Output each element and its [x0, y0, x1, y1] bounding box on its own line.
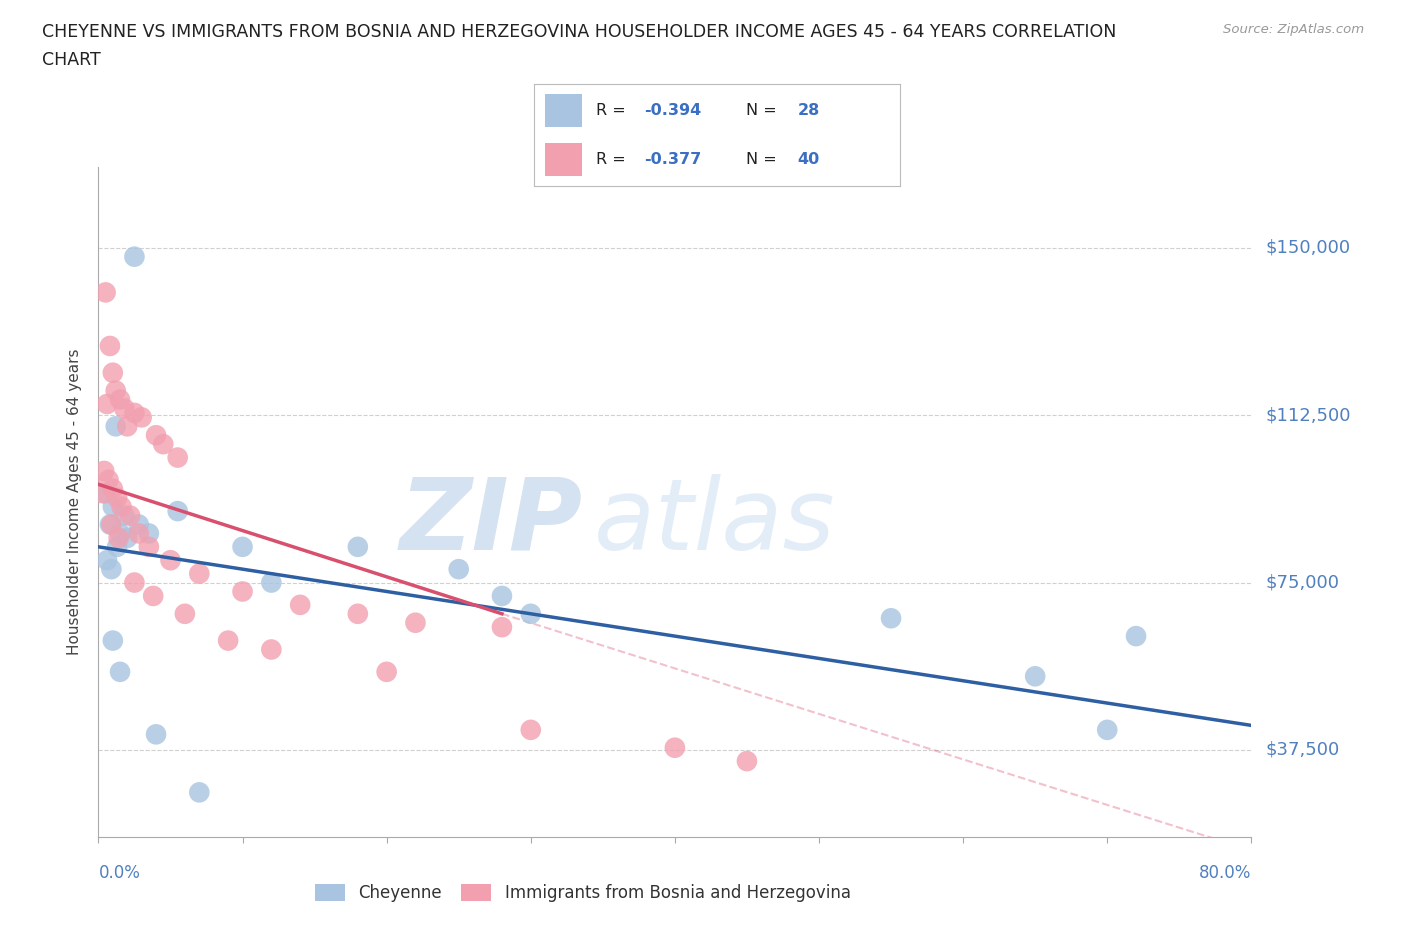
Point — [100, 562, 122, 577]
Point — [880, 611, 903, 626]
Point — [112, 401, 135, 416]
Legend: Cheyenne, Immigrants from Bosnia and Herzegovina: Cheyenne, Immigrants from Bosnia and Her… — [308, 878, 858, 909]
Bar — [546, 94, 582, 126]
Point — [520, 723, 543, 737]
Point — [98, 339, 121, 353]
Point — [1125, 629, 1147, 644]
Point — [108, 526, 131, 541]
Point — [520, 606, 543, 621]
Point — [664, 740, 686, 755]
Text: N =: N = — [747, 103, 782, 118]
Text: 40: 40 — [797, 152, 820, 166]
Text: -0.377: -0.377 — [644, 152, 702, 166]
Point — [491, 589, 513, 604]
Point — [101, 365, 124, 380]
Point — [131, 410, 153, 425]
Text: CHART: CHART — [42, 51, 101, 69]
Point — [375, 664, 398, 679]
Point — [1097, 723, 1119, 737]
Point — [107, 530, 129, 545]
Point — [260, 575, 283, 590]
Point — [138, 526, 160, 541]
Point — [166, 504, 188, 519]
Point — [138, 539, 160, 554]
Point — [124, 249, 146, 264]
Point — [346, 606, 368, 621]
Point — [101, 499, 124, 514]
Point — [735, 753, 758, 768]
Point — [447, 562, 470, 577]
Point — [91, 485, 114, 500]
Text: $37,500: $37,500 — [1265, 741, 1340, 759]
Point — [108, 392, 131, 407]
Text: $150,000: $150,000 — [1265, 239, 1351, 257]
Point — [405, 616, 427, 631]
Point — [145, 727, 167, 742]
Point — [96, 552, 118, 567]
Point — [120, 508, 142, 523]
Point — [142, 589, 165, 604]
Point — [346, 539, 368, 554]
Text: R =: R = — [596, 152, 631, 166]
Text: 80.0%: 80.0% — [1199, 864, 1251, 882]
Point — [98, 517, 121, 532]
Point — [260, 642, 283, 657]
Point — [108, 664, 131, 679]
Point — [231, 584, 254, 599]
Point — [104, 383, 127, 398]
Text: ZIP: ZIP — [399, 473, 582, 571]
Point — [112, 508, 135, 523]
Point — [101, 482, 124, 497]
Point — [96, 396, 118, 411]
Point — [128, 526, 150, 541]
Text: atlas: atlas — [595, 473, 835, 571]
Point — [117, 418, 138, 433]
Point — [94, 485, 117, 500]
Text: R =: R = — [596, 103, 631, 118]
Text: Source: ZipAtlas.com: Source: ZipAtlas.com — [1223, 23, 1364, 36]
Point — [128, 517, 150, 532]
Point — [105, 490, 128, 505]
Point — [166, 450, 188, 465]
Point — [110, 499, 132, 514]
Point — [145, 428, 167, 443]
Point — [93, 463, 115, 478]
Point — [101, 633, 124, 648]
Point — [1024, 669, 1046, 684]
Point — [188, 566, 211, 581]
Text: $75,000: $75,000 — [1265, 574, 1340, 591]
Point — [94, 285, 117, 299]
Text: CHEYENNE VS IMMIGRANTS FROM BOSNIA AND HERZEGOVINA HOUSEHOLDER INCOME AGES 45 - : CHEYENNE VS IMMIGRANTS FROM BOSNIA AND H… — [42, 23, 1116, 41]
Point — [174, 606, 197, 621]
Point — [491, 619, 513, 634]
Point — [104, 418, 127, 433]
Text: -0.394: -0.394 — [644, 103, 702, 118]
Point — [124, 405, 146, 420]
Text: 28: 28 — [797, 103, 820, 118]
Y-axis label: Householder Income Ages 45 - 64 years: Householder Income Ages 45 - 64 years — [67, 349, 83, 656]
Point — [97, 472, 120, 487]
Point — [105, 539, 128, 554]
Point — [100, 517, 122, 532]
Text: 0.0%: 0.0% — [98, 864, 141, 882]
Point — [217, 633, 239, 648]
Point — [290, 597, 312, 612]
Text: N =: N = — [747, 152, 782, 166]
Point — [152, 437, 174, 452]
Point — [231, 539, 254, 554]
Point — [124, 575, 146, 590]
Point — [188, 785, 211, 800]
Point — [159, 552, 181, 567]
Text: $112,500: $112,500 — [1265, 406, 1351, 424]
Point — [117, 530, 138, 545]
Bar — [546, 143, 582, 176]
